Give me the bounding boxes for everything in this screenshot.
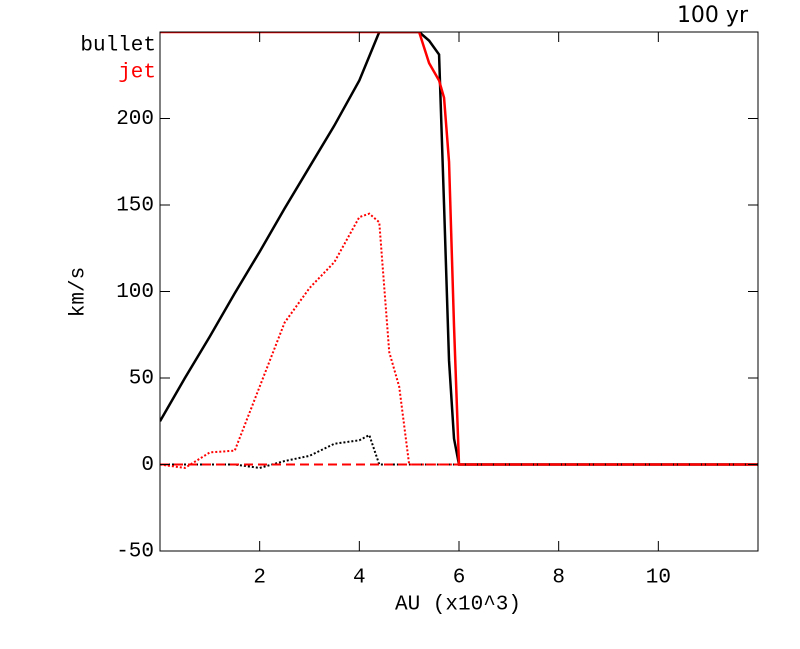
legend-label: jet <box>118 62 156 85</box>
series-line <box>160 32 758 466</box>
y-tick-label: -50 <box>116 541 154 564</box>
y-tick-label: 200 <box>116 108 154 131</box>
y-tick-label: 0 <box>141 454 154 477</box>
x-axis-label: AU (x10^3) <box>395 594 521 617</box>
series-line <box>160 32 758 466</box>
x-tick-label: 6 <box>453 567 466 590</box>
y-axis-label: km/s <box>68 267 91 317</box>
x-tick-label: 4 <box>353 567 366 590</box>
plot-area <box>160 32 758 470</box>
y-tick-label: 150 <box>116 195 154 218</box>
x-tick-label: 2 <box>253 567 266 590</box>
x-tick-label: 10 <box>646 567 671 590</box>
legend-label: bullet <box>80 35 156 58</box>
y-tick-label: 100 <box>116 281 154 304</box>
y-tick-label: 50 <box>129 368 154 391</box>
chart-title: 100 yr <box>677 3 749 28</box>
plot-frame <box>159 31 759 552</box>
x-tick-label: 8 <box>552 567 565 590</box>
